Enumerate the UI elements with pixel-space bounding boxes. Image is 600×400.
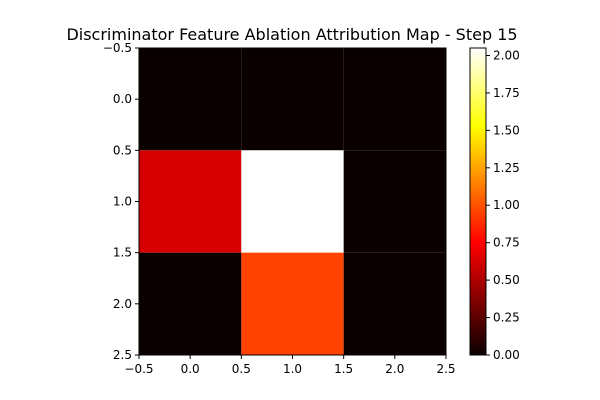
heatmap-cell <box>343 252 446 355</box>
colorbar-tick-label: 1.75 <box>493 86 520 100</box>
chart-title: Discriminator Feature Ablation Attributi… <box>66 25 517 44</box>
heatmap-cell <box>139 252 242 355</box>
y-tick-label: 2.0 <box>113 297 132 311</box>
x-axis: −0.5 0.0 0.5 1.0 1.5 2.0 2.5 <box>124 355 456 376</box>
x-tick-label: 1.5 <box>334 362 353 376</box>
colorbar-axis: 0.00 0.25 0.50 0.75 1.00 1.25 1.50 1.75 2.00 <box>486 48 520 362</box>
colorbar-tick-label: 0.75 <box>493 236 520 250</box>
heatmap-cell <box>343 48 446 151</box>
x-tick-label: 1.0 <box>283 362 302 376</box>
y-tick-label: 0.0 <box>113 92 132 106</box>
colorbar <box>469 47 487 356</box>
x-tick-label: 0.5 <box>232 362 251 376</box>
y-tick-label: 1.0 <box>113 195 132 209</box>
y-tick-label: −0.5 <box>103 41 132 55</box>
heatmap-cell <box>139 48 242 151</box>
y-tick-label: 1.5 <box>113 246 132 260</box>
x-tick-label: 0.0 <box>181 362 200 376</box>
x-tick-label: 2.5 <box>436 362 455 376</box>
x-tick-label: −0.5 <box>124 362 153 376</box>
colorbar-tick-label: 1.25 <box>493 161 520 175</box>
y-tick-label: 0.5 <box>113 143 132 157</box>
heatmap-cell <box>343 150 446 253</box>
y-tick-label: 2.5 <box>113 348 132 362</box>
y-axis: −0.5 0.0 0.5 1.0 1.5 2.0 2.5 <box>103 41 139 362</box>
colorbar-tick-label: 0.00 <box>493 348 520 362</box>
colorbar-tick-label: 2.00 <box>493 48 520 62</box>
colorbar-tick-label: 1.50 <box>493 123 520 137</box>
heatmap-cell <box>241 252 344 355</box>
colorbar-tick-label: 0.25 <box>493 311 520 325</box>
heatmap-cells <box>139 48 446 355</box>
x-tick-label: 2.0 <box>385 362 404 376</box>
colorbar-tick-label: 0.50 <box>493 273 520 287</box>
heatmap-cell <box>139 150 242 253</box>
colorbar-tick-label: 1.00 <box>493 198 520 212</box>
heatmap-cell <box>241 48 344 151</box>
heatmap-cell <box>241 150 344 253</box>
